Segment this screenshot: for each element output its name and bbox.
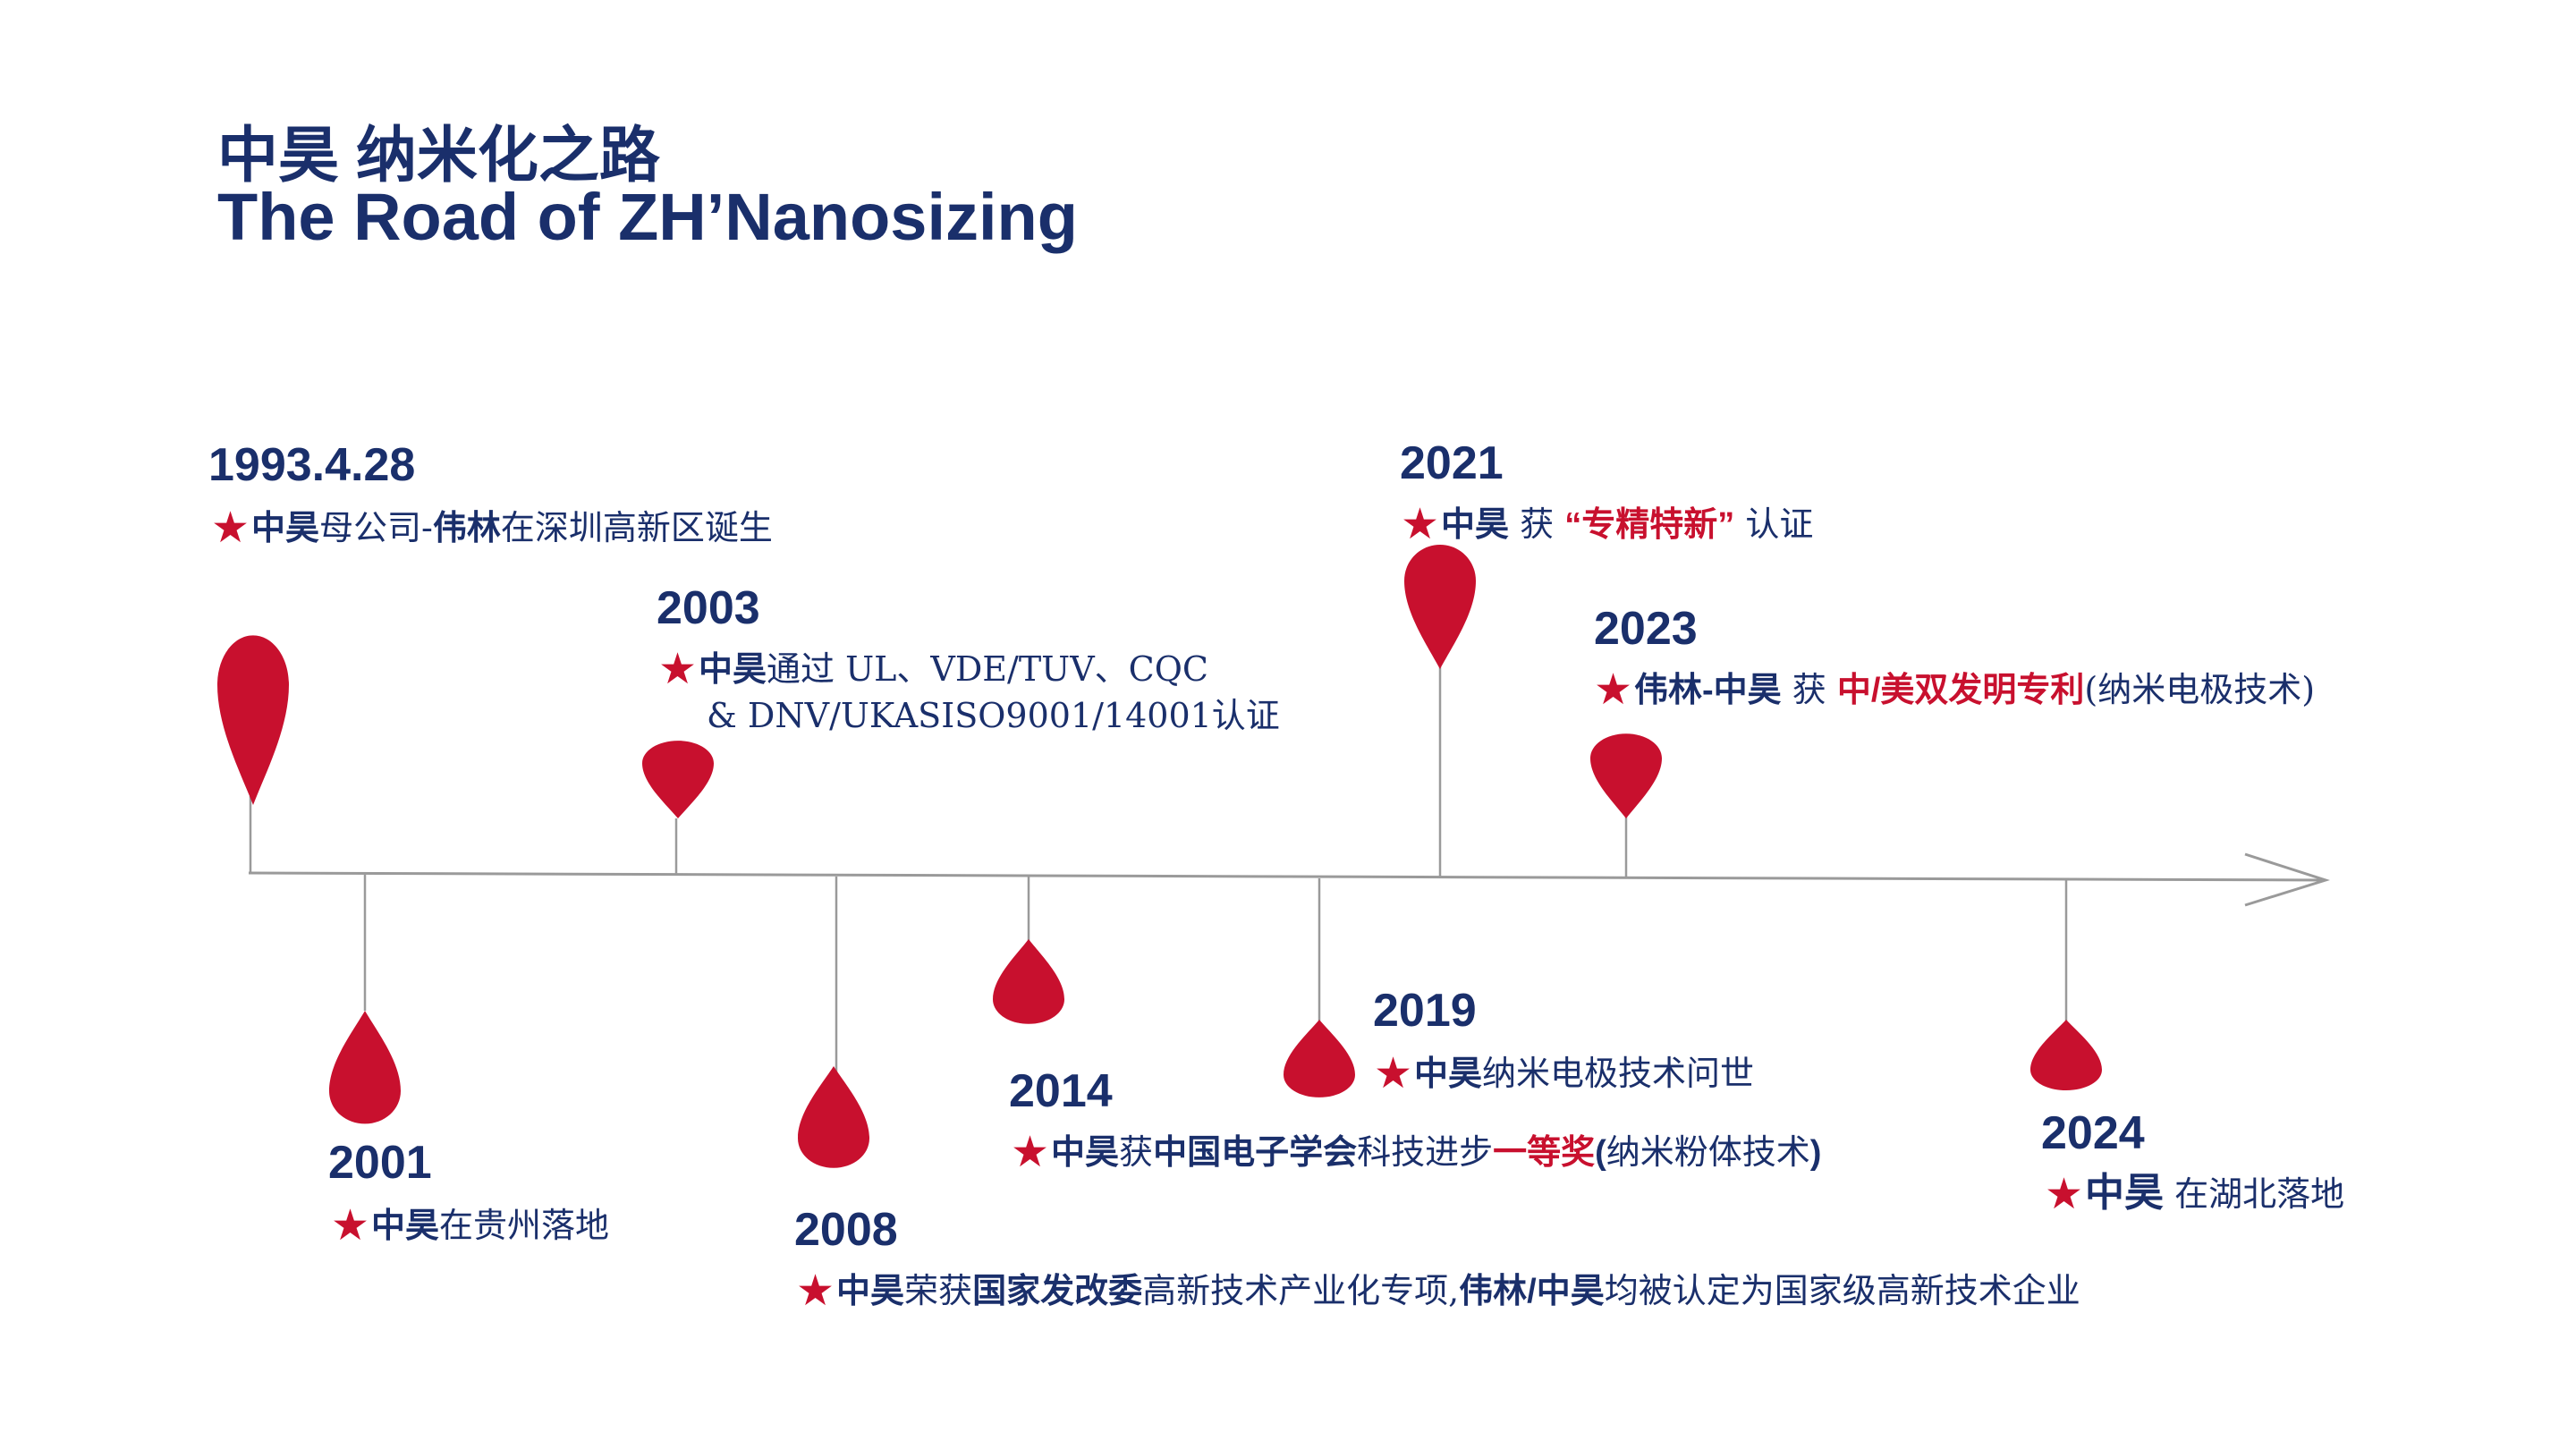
event-year-2024: 2024 [2041, 1107, 2145, 1159]
star-icon: ★ [796, 1266, 835, 1316]
title-cn-brand: 中昊 [217, 122, 340, 190]
pin-2024 [2030, 1020, 2102, 1090]
event-year-2021: 2021 [1400, 437, 1504, 489]
event-year-2014: 2014 [1009, 1065, 1113, 1117]
pin-1993 [217, 635, 289, 805]
page-title-cn: 中昊 纳米化之路 [217, 106, 660, 194]
pin-2008 [798, 1066, 869, 1168]
star-icon: ★ [2045, 1169, 2084, 1219]
event-year-2023: 2023 [1594, 603, 1698, 655]
pin-2001 [329, 1011, 401, 1124]
star-icon: ★ [1594, 665, 1633, 715]
timeline-arrowhead [2244, 852, 2330, 907]
star-icon: ★ [1011, 1127, 1050, 1177]
timeline-axis [248, 871, 2326, 882]
event-desc-2021: ★中昊 获 “专精特新” 认证 [1401, 499, 1814, 549]
event-desc-2024: ★中昊 在湖北落地 [2045, 1169, 2345, 1219]
star-icon: ★ [658, 644, 698, 694]
pin-2003 [642, 741, 714, 818]
event-year-1993: 1993.4.28 [208, 439, 416, 491]
pin-2019 [1284, 1020, 1355, 1097]
event-desc-2008: ★中昊荣获国家发改委高新技术产业化专项,伟林/中昊均被认定为国家级高新技术企业 [796, 1266, 2080, 1316]
pin-2023 [1590, 733, 1662, 818]
event-year-2001: 2001 [328, 1137, 432, 1189]
event-desc-1993: ★中昊母公司-伟林在深圳高新区诞生 [211, 503, 773, 553]
page-title-en: The Road of ZH’Nanosizing [217, 180, 1078, 254]
event-desc-2003: ★中昊通过 UL、VDE/TUV、CQC [658, 644, 1208, 694]
event-desc-2001: ★中昊在贵州落地 [331, 1200, 610, 1250]
event-desc-2003-line2: & DNV/UKASISO9001/14001认证 [707, 696, 1280, 735]
star-icon: ★ [331, 1200, 370, 1250]
event-year-2008: 2008 [794, 1204, 898, 1256]
title-cn-text: 纳米化之路 [339, 122, 660, 190]
pin-2021 [1404, 544, 1476, 669]
event-desc-2014: ★中昊获中国电子学会科技进步一等奖(纳米粉体技术) [1011, 1127, 1822, 1177]
event-desc-2019: ★中昊纳米电极技术问世 [1374, 1048, 1755, 1098]
pin-2014 [993, 939, 1064, 1024]
event-year-2003: 2003 [657, 582, 760, 634]
event-desc-2023: ★伟林-中昊 获 中/美双发明专利(纳米电极技术) [1594, 665, 2316, 715]
star-icon: ★ [211, 503, 250, 553]
event-year-2019: 2019 [1373, 985, 1477, 1037]
star-icon: ★ [1401, 499, 1440, 549]
star-icon: ★ [1374, 1048, 1413, 1098]
